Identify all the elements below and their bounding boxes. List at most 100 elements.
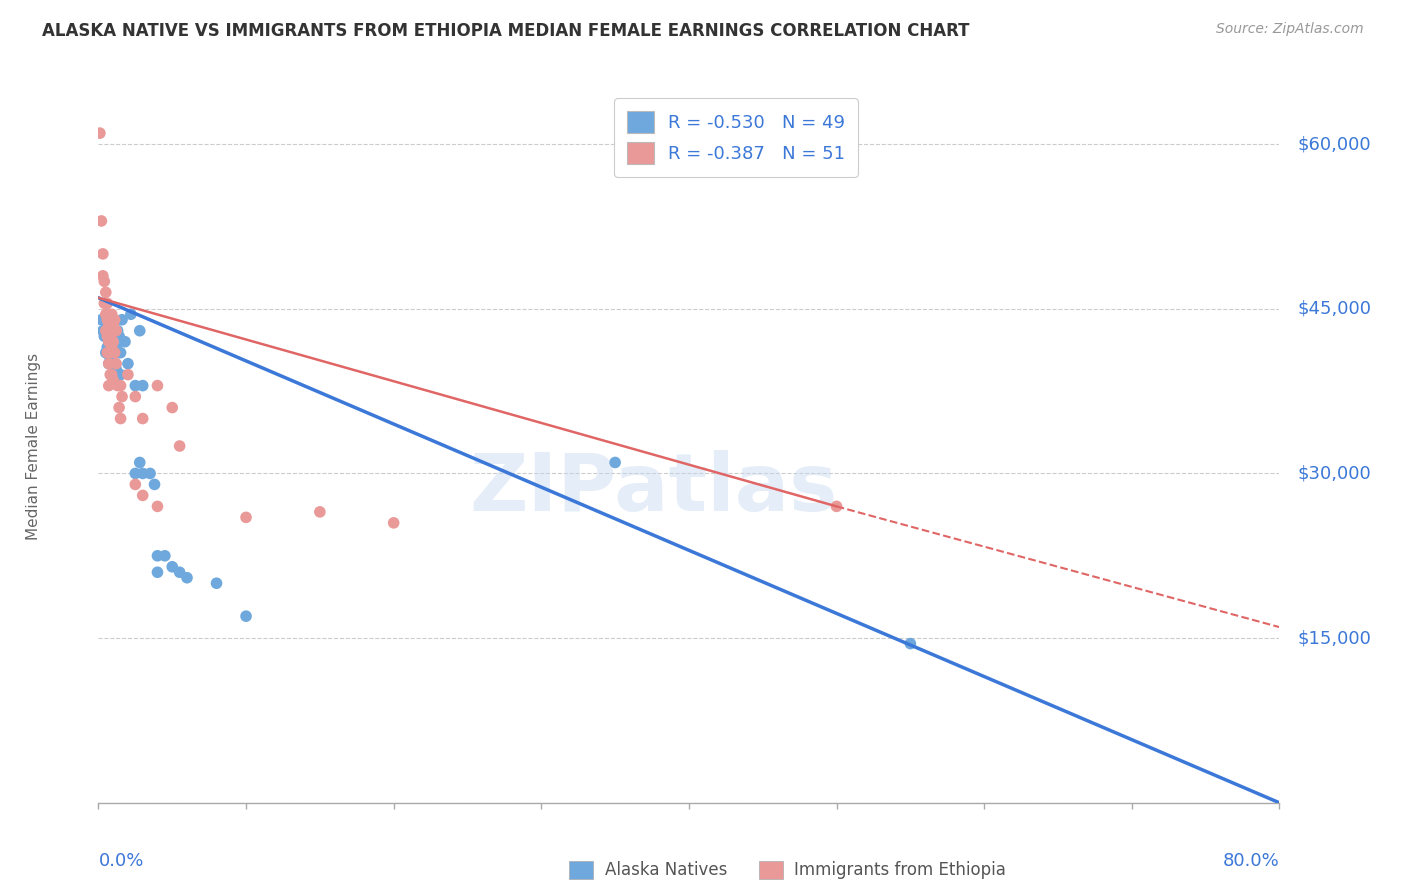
Point [108, 401, 131, 415]
Point [90, 214, 112, 228]
Point [100, 368, 122, 382]
Point [153, 549, 176, 563]
Point [98, 318, 121, 333]
Text: 0.0%: 0.0% [98, 852, 143, 871]
Text: Immigrants from Ethiopia: Immigrants from Ethiopia [794, 861, 1007, 879]
Point [309, 505, 332, 519]
Point [96, 340, 118, 354]
Point [91, 324, 114, 338]
Point [111, 390, 134, 404]
Point [97, 318, 120, 333]
Point [103, 318, 125, 333]
Point [105, 357, 128, 371]
Point [124, 390, 146, 404]
Point [103, 334, 125, 349]
Point [162, 401, 183, 415]
Point [128, 455, 150, 469]
Point [98, 345, 121, 359]
Point [132, 467, 155, 481]
Point [100, 345, 122, 359]
Point [97, 378, 120, 392]
Text: ZIPatlas: ZIPatlas [470, 450, 838, 528]
Text: Alaska Natives: Alaska Natives [605, 861, 727, 879]
Point [605, 455, 627, 469]
Point [110, 368, 132, 382]
Text: 80.0%: 80.0% [1223, 852, 1279, 871]
Point [97, 357, 120, 371]
Point [139, 467, 162, 481]
Point [93, 329, 115, 343]
Point [98, 329, 121, 343]
Point [143, 477, 166, 491]
Text: Median Female Earnings: Median Female Earnings [25, 352, 41, 540]
Point [93, 274, 115, 288]
Point [128, 324, 150, 338]
Point [91, 247, 114, 261]
Text: $30,000: $30,000 [1298, 465, 1371, 483]
Point [103, 373, 125, 387]
Point [235, 609, 257, 624]
Point [107, 324, 129, 338]
Point [97, 334, 120, 349]
Point [98, 368, 121, 382]
Point [94, 324, 117, 338]
Point [104, 345, 127, 359]
Text: $60,000: $60,000 [1298, 135, 1371, 153]
Point [146, 378, 169, 392]
Point [96, 329, 118, 343]
Point [146, 500, 169, 514]
Point [107, 345, 129, 359]
Point [98, 334, 121, 349]
Point [96, 312, 118, 326]
Point [169, 566, 191, 580]
Point [100, 312, 122, 326]
Point [105, 340, 128, 354]
Point [100, 324, 122, 338]
Point [104, 312, 127, 326]
Point [94, 307, 117, 321]
Point [100, 340, 122, 354]
Point [103, 357, 125, 371]
Point [108, 329, 131, 343]
Point [110, 378, 132, 392]
Point [124, 378, 146, 392]
Point [107, 378, 129, 392]
Text: $15,000: $15,000 [1298, 629, 1371, 647]
Point [105, 324, 128, 338]
Point [124, 467, 146, 481]
Point [132, 411, 155, 425]
Point [110, 345, 132, 359]
Point [117, 368, 139, 382]
Point [97, 334, 120, 349]
Point [382, 516, 405, 530]
Point [111, 312, 134, 326]
Point [98, 351, 121, 366]
Point [91, 268, 114, 283]
Point [146, 549, 169, 563]
Point [124, 477, 146, 491]
Point [100, 307, 122, 321]
Point [176, 571, 198, 585]
Point [96, 296, 118, 310]
Text: ALASKA NATIVE VS IMMIGRANTS FROM ETHIOPIA MEDIAN FEMALE EARNINGS CORRELATION CHA: ALASKA NATIVE VS IMMIGRANTS FROM ETHIOPI… [42, 22, 970, 40]
Point [146, 566, 169, 580]
Text: $45,000: $45,000 [1298, 300, 1371, 318]
Point [94, 345, 117, 359]
Point [132, 488, 155, 502]
Point [100, 329, 122, 343]
Point [235, 510, 257, 524]
Point [132, 378, 155, 392]
Point [89, 126, 111, 140]
Point [205, 576, 228, 591]
Point [90, 312, 112, 326]
Point [97, 357, 120, 371]
Point [825, 500, 848, 514]
Point [117, 357, 139, 371]
Point [162, 559, 183, 574]
Point [97, 312, 120, 326]
Point [103, 334, 125, 349]
Point [96, 345, 118, 359]
Point [94, 285, 117, 300]
Point [120, 307, 142, 321]
Point [103, 318, 125, 333]
